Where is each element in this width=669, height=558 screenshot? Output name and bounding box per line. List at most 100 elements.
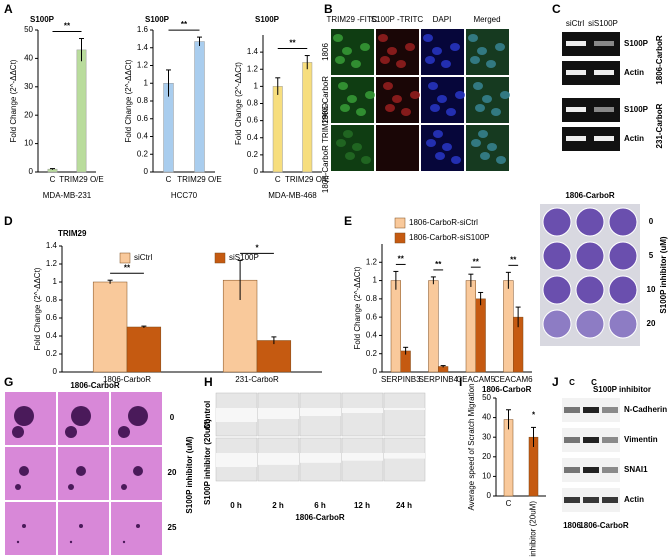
y-axis-label: Fold Change (2^-ΔΔCt) xyxy=(124,59,133,142)
row-label: 1806-CarboR xyxy=(321,76,330,124)
y-tick-label: 0 xyxy=(144,167,149,176)
band xyxy=(602,467,618,473)
dose-label: 20 xyxy=(647,319,656,328)
cell xyxy=(378,34,388,42)
cell xyxy=(333,34,343,42)
cell xyxy=(450,43,460,51)
legend-swatch xyxy=(214,252,226,264)
well xyxy=(608,207,638,237)
x-tick-label: TRIM29 O/E xyxy=(59,175,103,184)
cell xyxy=(455,91,465,99)
y-tick-label: 0.8 xyxy=(366,294,378,303)
panel-letter: D xyxy=(4,214,13,228)
cell xyxy=(473,82,483,90)
y-axis-label: Average speed of Scratch Migration xyxy=(467,383,476,510)
cell xyxy=(475,104,485,112)
cell xyxy=(347,95,357,103)
x-tick-label: CEACAM6 xyxy=(494,375,533,384)
colony xyxy=(15,484,21,490)
x-tick-label: TRIM29 O/E xyxy=(285,175,329,184)
cell xyxy=(345,152,355,160)
dose-label: 20 xyxy=(168,468,177,477)
band xyxy=(564,407,580,413)
time-label: 6 h xyxy=(314,501,326,510)
cell xyxy=(482,95,492,103)
x-tick-label: SERPINB4 xyxy=(418,375,458,384)
y-tick-label: 0.6 xyxy=(247,116,259,125)
y-tick-label: 1.6 xyxy=(137,25,149,34)
dose-label: 25 xyxy=(168,523,177,532)
y-tick-label: 20 xyxy=(24,110,33,119)
bar xyxy=(390,280,401,373)
y-tick-label: 20 xyxy=(482,452,491,461)
caption: 1806-CarboR xyxy=(295,513,345,522)
y-tick-label: 1 xyxy=(254,81,259,90)
chart-title: S100P xyxy=(30,15,55,24)
x-axis-label: MDA-MB-468 xyxy=(268,191,317,200)
colony xyxy=(12,426,24,438)
scratch xyxy=(258,453,299,465)
cell xyxy=(336,139,346,147)
column-header: Merged xyxy=(473,15,500,24)
scratch xyxy=(384,408,425,410)
cell xyxy=(478,130,488,138)
y-tick-label: 0.2 xyxy=(137,149,149,158)
y-tick-label: 0 xyxy=(254,167,259,176)
y-tick-label: 40 xyxy=(482,413,491,422)
cell xyxy=(356,108,366,116)
significance-label: ** xyxy=(510,255,517,264)
cell xyxy=(396,60,406,68)
y-tick-label: 0.4 xyxy=(247,133,259,142)
micrograph xyxy=(383,437,426,482)
colony xyxy=(122,540,126,544)
y-axis-label: Fold Change (2^-ΔΔCt) xyxy=(9,59,18,142)
row-label: S100P inhibitor (20uM) xyxy=(203,419,212,505)
colony xyxy=(76,466,86,476)
colony xyxy=(68,484,74,490)
bar xyxy=(256,340,292,373)
y-tick-label: 1.2 xyxy=(247,64,259,73)
y-tick-label: 0 xyxy=(29,167,34,176)
legend-label: siCtrl xyxy=(134,253,152,262)
bar xyxy=(428,280,439,373)
y-tick-label: 40 xyxy=(24,54,33,63)
bar xyxy=(475,298,486,373)
y-tick-label: 1 xyxy=(53,277,58,286)
bar xyxy=(76,49,87,173)
y-tick-label: 0.2 xyxy=(46,349,58,358)
cell xyxy=(446,108,456,116)
y-tick-label: 0.8 xyxy=(46,295,58,304)
significance-label: ** xyxy=(289,39,296,48)
well xyxy=(575,241,605,271)
legend-swatch xyxy=(394,217,406,229)
micrograph xyxy=(383,392,426,437)
y-tick-label: 0.4 xyxy=(137,132,149,141)
column-header: DAPI xyxy=(433,15,452,24)
time-label: 12 h xyxy=(354,501,370,510)
scratch xyxy=(216,408,257,422)
colony xyxy=(136,524,140,528)
significance-label: * xyxy=(255,244,259,253)
y-tick-label: 0.8 xyxy=(247,99,259,108)
band-label: N-Cadherin xyxy=(624,405,667,414)
x-axis-label: MDA-MB-231 xyxy=(43,191,92,200)
well xyxy=(575,309,605,339)
lane-label: C xyxy=(569,378,575,387)
column-header: S100P -TRITC xyxy=(371,15,424,24)
panel-title: 1806-CarboR xyxy=(70,381,120,390)
band xyxy=(566,70,586,75)
panel-title: 1806-CarboR xyxy=(565,191,615,200)
chart-title: S100P xyxy=(255,15,280,24)
x-tick-label: C xyxy=(275,175,281,184)
panel-letter: G xyxy=(4,375,13,389)
colony xyxy=(19,466,29,476)
x-tick-label: TRIM29 O/E xyxy=(177,175,221,184)
chart-title: S100P xyxy=(145,15,170,24)
y-tick-label: 0 xyxy=(53,367,58,376)
cell xyxy=(385,104,395,112)
micrograph xyxy=(111,502,162,555)
well xyxy=(542,309,572,339)
well xyxy=(608,241,638,271)
well xyxy=(575,207,605,237)
cell xyxy=(495,43,505,51)
